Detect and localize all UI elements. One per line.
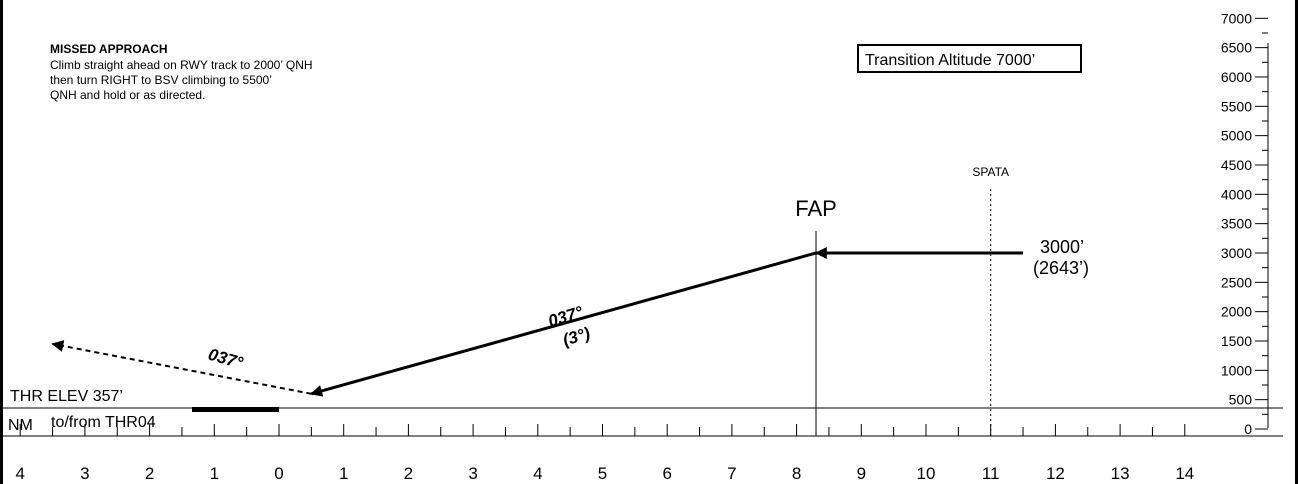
altitude-tick-label: 7000 <box>1221 10 1252 26</box>
altitude-tick-label: 2000 <box>1221 304 1252 320</box>
distance-reference-label: to/from THR04 <box>51 414 156 431</box>
transition-altitude-frame <box>857 44 1082 73</box>
distance-ticks <box>19 424 1186 436</box>
missed-approach-line <box>51 340 312 395</box>
distance-tick-label: 8 <box>792 464 801 483</box>
missed-track-label: 037° <box>206 345 245 373</box>
distance-tick-label: 9 <box>857 464 866 483</box>
distance-tick-label: 0 <box>274 464 283 483</box>
altitude-scale: 0 500 1000 1500 2000 2500 3000 3500 4000 4500 5000… <box>1221 10 1269 437</box>
distance-tick-label: 3 <box>468 464 477 483</box>
distance-tick-label: 4 <box>15 464 24 483</box>
threshold-elevation-label: THR ELEV 357’ <box>10 388 123 405</box>
distance-tick-label: 1 <box>210 464 219 483</box>
altitude-ticks <box>1255 17 1268 430</box>
missed-approach-title: MISSED APPROACH <box>50 42 168 56</box>
distance-tick-label: 2 <box>145 464 154 483</box>
altitude-tick-label: 5500 <box>1221 98 1252 114</box>
altitude-tick-label: 1500 <box>1221 333 1252 349</box>
altitude-tick-label: 5000 <box>1221 128 1252 144</box>
spata-fix-label: SPATA <box>972 165 1009 179</box>
transition-altitude-box: Transition Altitude 7000’ <box>857 44 1082 73</box>
fap-fix-label: FAP <box>795 196 837 221</box>
altitude-tick-label: 4500 <box>1221 157 1252 173</box>
initial-altitude-label: 3000’ <box>1040 237 1084 257</box>
distance-tick-label: 4 <box>533 464 542 483</box>
distance-tick-label: 5 <box>598 464 607 483</box>
distance-tick-label: 3 <box>80 464 89 483</box>
missed-approach-line-3: QNH and hold or as directed. <box>50 88 205 102</box>
glide-angle-label: (3°) <box>560 324 592 350</box>
altitude-tick-label: 6000 <box>1221 69 1252 85</box>
distance-tick-label: 1 <box>339 464 348 483</box>
transition-altitude-label: Transition Altitude 7000’ <box>865 52 1035 69</box>
altitude-labels: 0 500 1000 1500 2000 2500 3000 3500 4000 4500 5000… <box>1221 10 1252 437</box>
distance-tick-label: 2 <box>404 464 413 483</box>
altitude-tick-label: 2500 <box>1221 274 1252 290</box>
distance-labels: 4 3 2 1 0 1 2 3 4 5 6 7 8 9 10 11 12 13 14 <box>15 464 1194 483</box>
distance-tick-label: 7 <box>727 464 736 483</box>
altitude-tick-label: 3500 <box>1221 216 1252 232</box>
missed-approach-line-1: Climb straight ahead on RWY track to 200… <box>50 58 313 72</box>
altitude-tick-label: 0 <box>1244 421 1252 437</box>
altitude-tick-label: 6500 <box>1221 40 1252 56</box>
altitude-tick-label: 1000 <box>1221 362 1252 378</box>
missed-approach-block: MISSED APPROACH Climb straight ahead on … <box>50 42 313 102</box>
altitude-tick-label: 4000 <box>1221 186 1252 202</box>
distance-tick-label: 11 <box>982 464 1000 483</box>
missed-approach-line-2: then turn RIGHT to BSV climbing to 5500’ <box>50 73 272 87</box>
final-approach-line <box>310 251 817 397</box>
distance-tick-label: 10 <box>917 464 936 483</box>
altitude-tick-label: 500 <box>1229 392 1253 408</box>
distance-tick-label: 12 <box>1046 464 1065 483</box>
distance-tick-label: 6 <box>662 464 671 483</box>
distance-tick-label: 14 <box>1175 464 1194 483</box>
initial-height-label: (2643’) <box>1033 258 1089 278</box>
distance-tick-label: 13 <box>1111 464 1130 483</box>
altitude-tick-label: 3000 <box>1221 245 1252 261</box>
